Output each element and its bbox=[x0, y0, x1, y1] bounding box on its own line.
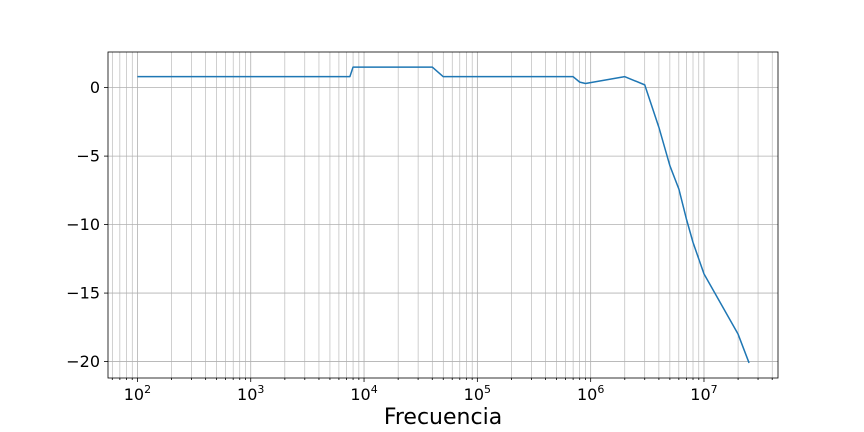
plot-area bbox=[137, 66, 750, 364]
x-axis: 102 103 104 105 106 107 bbox=[111, 378, 773, 404]
y-tick-label: 0 bbox=[90, 78, 100, 97]
y-tick-label: −15 bbox=[66, 284, 100, 303]
x-axis-label: Frecuencia bbox=[384, 405, 502, 430]
x-tick-label: 107 bbox=[690, 383, 717, 404]
y-tick-label: −5 bbox=[76, 147, 100, 166]
x-tick-label: 102 bbox=[124, 383, 151, 404]
x-tick-label: 105 bbox=[464, 383, 491, 404]
series-line bbox=[137, 66, 750, 364]
grid bbox=[108, 52, 778, 378]
y-axis: 0 −5 −10 −15 −20 bbox=[66, 78, 108, 371]
x-tick-label: 104 bbox=[350, 383, 377, 404]
x-tick-label: 106 bbox=[577, 383, 604, 404]
x-tick-label: 103 bbox=[237, 383, 264, 404]
y-tick-label: −20 bbox=[66, 352, 100, 371]
y-tick-label: −10 bbox=[66, 215, 100, 234]
